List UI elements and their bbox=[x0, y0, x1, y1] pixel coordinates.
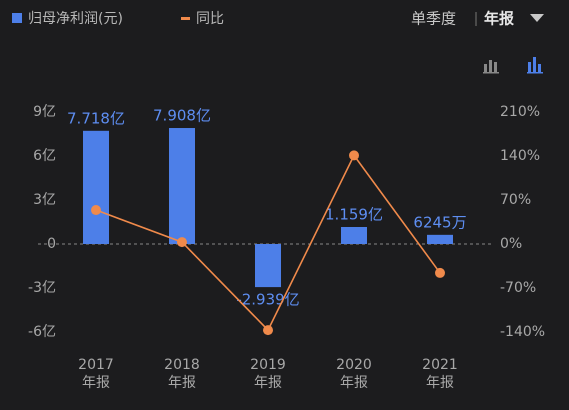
bar bbox=[427, 234, 453, 244]
x-tick-label: 2017 bbox=[78, 357, 114, 373]
y-tick-label: 3亿 bbox=[33, 192, 56, 208]
bar bbox=[169, 128, 195, 244]
x-tick-label: 2020 bbox=[336, 357, 372, 373]
value-label: -2.939亿 bbox=[236, 291, 299, 309]
y2-tick-label: 0% bbox=[500, 236, 522, 252]
line-point bbox=[435, 267, 445, 278]
line-point bbox=[177, 237, 187, 248]
value-label: 7.718亿 bbox=[67, 109, 125, 127]
period-option[interactable]: 年报 bbox=[484, 10, 514, 28]
bar bbox=[341, 227, 367, 244]
x-tick-label: 年报 bbox=[426, 375, 454, 391]
line-point bbox=[91, 205, 101, 216]
dropdown-arrow[interactable] bbox=[530, 14, 544, 22]
y2-tick-label: -140% bbox=[500, 324, 545, 340]
x-tick-label: 年报 bbox=[82, 375, 110, 391]
y-tick-label: 9亿 bbox=[33, 104, 56, 120]
y-tick-label: -6亿 bbox=[28, 324, 56, 340]
bar bbox=[83, 130, 109, 244]
y2-tick-label: 70% bbox=[500, 192, 531, 208]
bar bbox=[255, 244, 281, 288]
legend-swatch bbox=[12, 13, 22, 23]
period-option[interactable]: 单季度 bbox=[411, 10, 456, 28]
line-point bbox=[263, 325, 273, 336]
x-tick-label: 年报 bbox=[254, 375, 282, 391]
y2-tick-label: 210% bbox=[500, 104, 540, 120]
y-tick-label: 6亿 bbox=[33, 148, 56, 164]
legend-swatch bbox=[181, 17, 190, 20]
x-tick-label: 2019 bbox=[250, 357, 286, 373]
x-tick-label: 2021 bbox=[422, 357, 458, 373]
y-tick-label: -3亿 bbox=[28, 280, 56, 296]
x-tick-label: 年报 bbox=[168, 375, 196, 391]
legend-label: 同比 bbox=[196, 11, 224, 27]
value-label: 1.159亿 bbox=[325, 206, 383, 224]
y2-tick-label: 140% bbox=[500, 148, 540, 164]
line-point bbox=[349, 150, 359, 161]
value-label: 7.908亿 bbox=[153, 107, 211, 125]
y2-tick-label: -70% bbox=[500, 280, 536, 296]
x-tick-label: 2018 bbox=[164, 357, 200, 373]
chart-style-icon[interactable] bbox=[483, 60, 499, 74]
chart-style-icon[interactable] bbox=[527, 57, 543, 74]
legend-label: 归母净利润(元) bbox=[28, 10, 123, 27]
x-tick-label: 年报 bbox=[340, 375, 368, 391]
value-label: 6245万 bbox=[413, 213, 466, 231]
